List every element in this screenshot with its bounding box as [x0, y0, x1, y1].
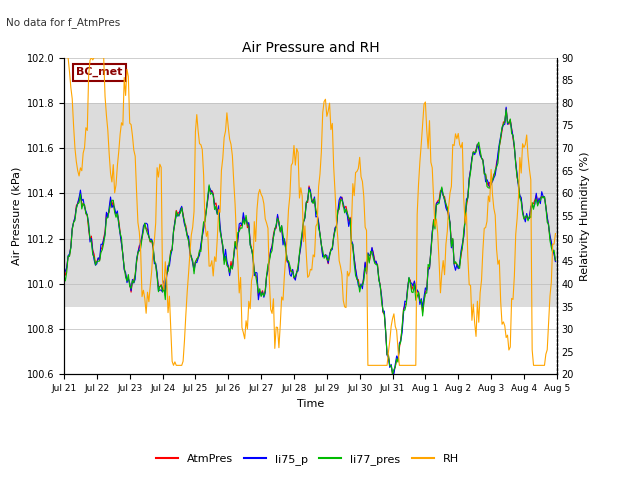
Bar [64, 103, 557, 307]
X-axis label: Time: Time [297, 399, 324, 408]
Title: Air Pressure and RH: Air Pressure and RH [241, 41, 380, 55]
Y-axis label: Air Pressure (kPa): Air Pressure (kPa) [11, 167, 21, 265]
Text: No data for f_AtmPres: No data for f_AtmPres [6, 17, 121, 28]
Text: BC_met: BC_met [76, 67, 123, 77]
Y-axis label: Relativity Humidity (%): Relativity Humidity (%) [580, 151, 589, 281]
Legend: AtmPres, li75_p, li77_pres, RH: AtmPres, li75_p, li77_pres, RH [151, 450, 463, 469]
